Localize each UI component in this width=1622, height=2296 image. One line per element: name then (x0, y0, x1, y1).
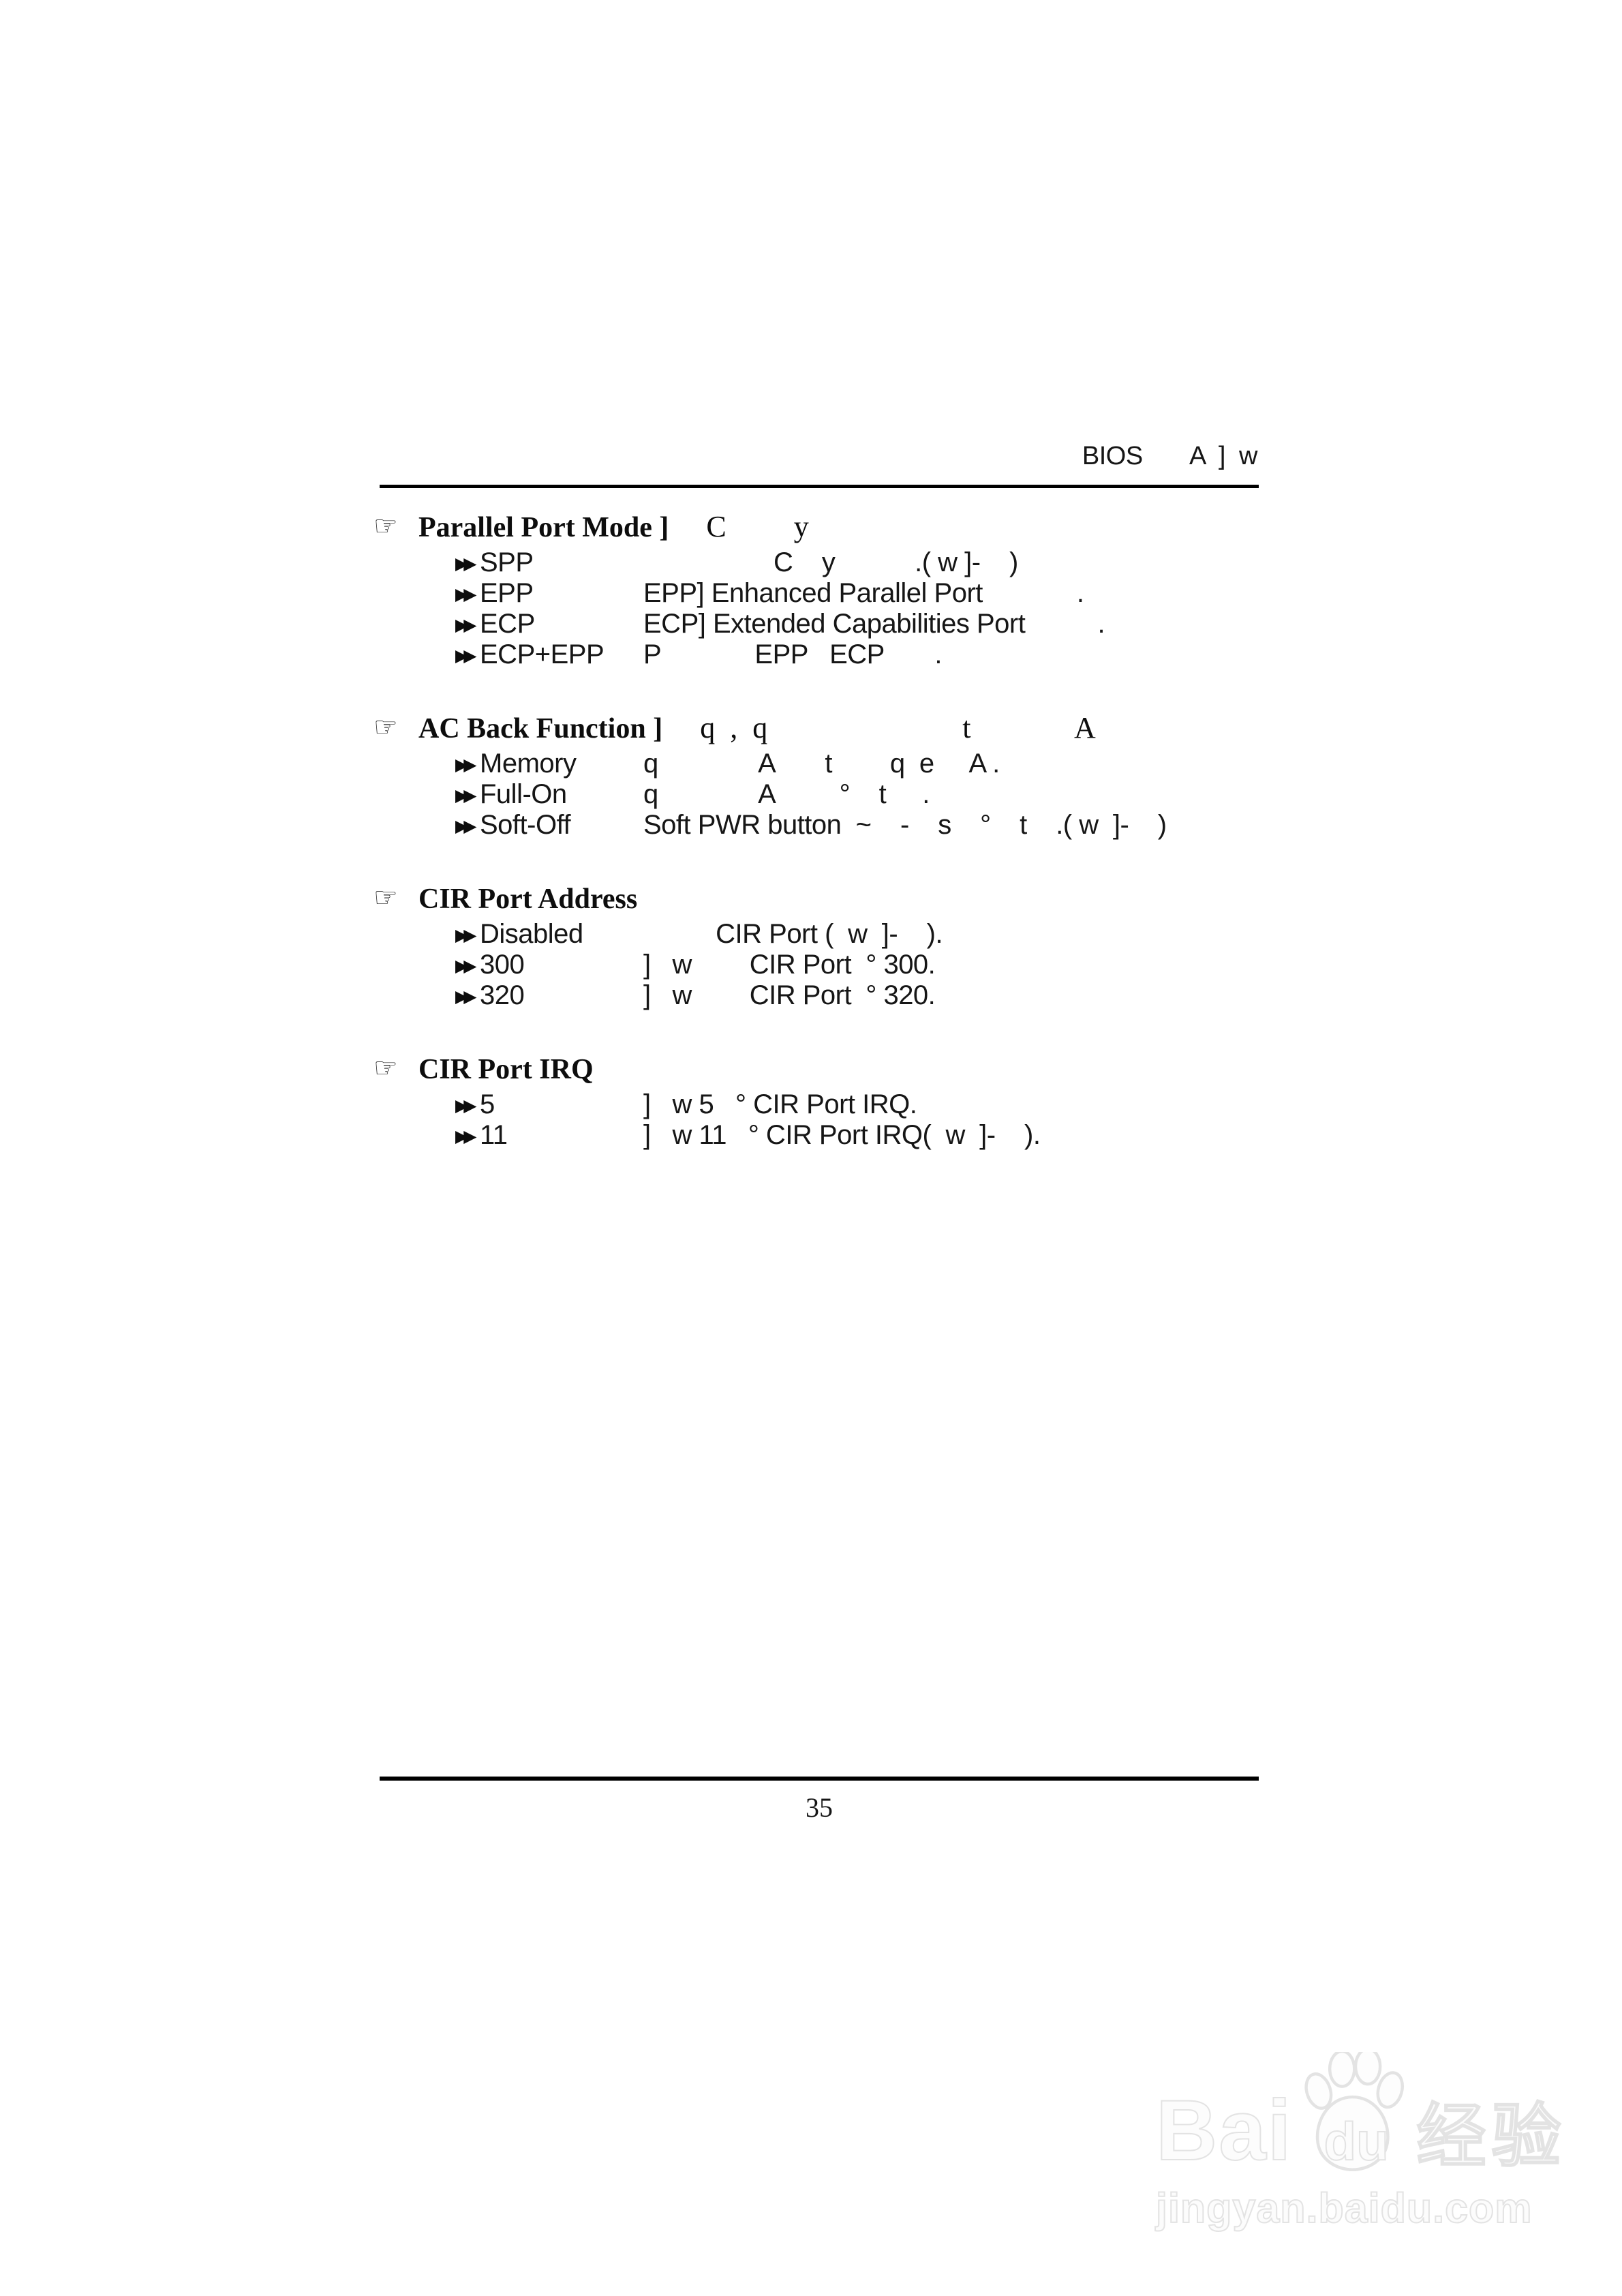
option-description: EPP] Enhanced Parallel Port . (643, 578, 1084, 608)
option-row: ▶▶ 11 ] w 11 ° CIR Port IRQ( w ]- ). (455, 1120, 1396, 1151)
section-title-row: ☞ CIR Port IRQ (373, 1049, 1396, 1089)
option-description: ] w CIR Port ° 320. (643, 980, 936, 1010)
option-row: ▶▶ SPP C y .( w ]- ) (455, 547, 1396, 578)
double-right-arrow-icon: ▶▶ (455, 584, 476, 604)
page-header-text: BIOS A ] w (1082, 442, 1258, 470)
pointing-hand-icon: ☞ (373, 882, 398, 913)
option-row: ▶▶ EPP EPP] Enhanced Parallel Port . (455, 578, 1396, 609)
double-right-arrow-icon: ▶▶ (455, 1096, 476, 1115)
option-list: ▶▶ 5 ] w 5 ° CIR Port IRQ. ▶▶ 11 ] w 11 ° CI… (455, 1089, 1396, 1151)
section-title: CIR Port Address (418, 883, 638, 915)
double-right-arrow-icon: ▶▶ (455, 755, 476, 774)
settings-section: ☞ AC Back Function ] q , q t A ▶▶ Memory q … (373, 708, 1396, 841)
baidu-logo-du-text: du (1323, 2111, 1390, 2171)
header-rule (380, 485, 1259, 488)
option-label: ECP (480, 609, 535, 639)
option-row: ▶▶ Disabled CIR Port ( w ]- ). (455, 919, 1396, 950)
option-label: EPP (480, 578, 534, 608)
option-list: ▶▶ SPP C y .( w ]- ) ▶▶ EPP EPP] Enhanced P… (455, 547, 1396, 670)
baidu-watermark: Bai du 经验 jingyan.baidu.com (1155, 2049, 1592, 2232)
section-title-remnant: q , q t A (662, 711, 1096, 744)
pointing-hand-icon: ☞ (373, 1053, 398, 1084)
option-label: ECP+EPP (480, 639, 605, 669)
option-row: ▶▶ 5 ] w 5 ° CIR Port IRQ. (455, 1089, 1396, 1120)
option-row: ▶▶ 300 ] w CIR Port ° 300. (455, 950, 1396, 980)
option-row: ▶▶ Memory q A t q e A . (455, 749, 1396, 779)
option-label: Full-On (480, 779, 567, 809)
option-row: ▶▶ ECP ECP] Extended Capabilities Port . (455, 609, 1396, 639)
pointing-hand-icon: ☞ (373, 511, 398, 542)
section-title-remnant: C y (669, 510, 809, 543)
double-right-arrow-icon: ▶▶ (455, 925, 476, 945)
option-label: 300 (480, 950, 525, 980)
option-list: ▶▶ Disabled CIR Port ( w ]- ). ▶▶ 300] w C… (455, 919, 1396, 1011)
double-right-arrow-icon: ▶▶ (455, 986, 476, 1006)
section-title: Parallel Port Mode ] (418, 512, 669, 543)
baidu-jingyan-cn-text: 经验 (1416, 2096, 1567, 2177)
option-description: ECP] Extended Capabilities Port . (643, 609, 1105, 639)
footer-rule (380, 1777, 1259, 1781)
option-label: Disabled (480, 919, 583, 949)
baidu-logo-bai-text: Bai (1155, 2083, 1293, 2178)
option-description: P EPP ECP . (643, 639, 943, 669)
option-row: ▶▶ Full-On q A ° t . (455, 779, 1396, 810)
baidu-watermark-domain: jingyan.baidu.com (1155, 2184, 1533, 2232)
option-label: Soft-Off (480, 810, 571, 840)
double-right-arrow-icon: ▶▶ (455, 816, 476, 836)
option-label: 11 (480, 1120, 508, 1150)
settings-section: ☞ Parallel Port Mode ] C y ▶▶ SPP C y .( w… (373, 507, 1396, 670)
double-right-arrow-icon: ▶▶ (455, 1126, 476, 1146)
option-description: ] w 5 ° CIR Port IRQ. (643, 1089, 917, 1119)
option-label: 320 (480, 980, 525, 1010)
section-title: AC Back Function ] (418, 713, 663, 744)
baidu-logo: Bai du 经验 (1155, 2049, 1592, 2178)
option-description: ] w 11 ° CIR Port IRQ( w ]- ). (643, 1120, 1041, 1150)
option-row: ▶▶ 320 ] w CIR Port ° 320. (455, 980, 1396, 1011)
option-row: ▶▶ Soft-Off Soft PWR button ~ - s ° t .( w… (455, 810, 1396, 841)
double-right-arrow-icon: ▶▶ (455, 956, 476, 976)
option-description: ] w CIR Port ° 300. (643, 950, 936, 980)
settings-section: ☞ CIR Port IRQ ▶▶ 5 ] w 5 ° CIR Port IRQ. ▶… (373, 1049, 1396, 1151)
double-right-arrow-icon: ▶▶ (455, 646, 476, 665)
section-title-row: ☞ Parallel Port Mode ] C y (373, 507, 1396, 547)
option-list: ▶▶ Memory q A t q e A . ▶▶ Full-On q A ° t .… (455, 749, 1396, 841)
section-title-row: ☞ CIR Port Address (373, 879, 1396, 919)
option-description: Soft PWR button ~ - s ° t .( w ]- ) (643, 810, 1167, 840)
settings-section: ☞ CIR Port Address ▶▶ Disabled CIR Port ( … (373, 879, 1396, 1011)
option-label: Memory (480, 749, 577, 779)
option-label: 5 (480, 1089, 495, 1119)
baidu-paw-icon: du (1293, 2052, 1410, 2176)
section-title: CIR Port IRQ (418, 1054, 594, 1085)
pointing-hand-icon: ☞ (373, 712, 398, 743)
option-description: q A t q e A . (643, 749, 1000, 779)
double-right-arrow-icon: ▶▶ (455, 785, 476, 805)
option-description: q A ° t . (643, 779, 930, 809)
option-description: CIR Port ( w ]- ). (643, 919, 943, 949)
option-row: ▶▶ ECP+EPP P EPP ECP . (455, 639, 1396, 670)
section-title-row: ☞ AC Back Function ] q , q t A (373, 708, 1396, 749)
page-number: 35 (806, 1792, 833, 1823)
settings-content: ☞ Parallel Port Mode ] C y ▶▶ SPP C y .( w… (373, 507, 1396, 1189)
double-right-arrow-icon: ▶▶ (455, 615, 476, 635)
option-label: SPP (480, 547, 534, 577)
double-right-arrow-icon: ▶▶ (455, 554, 476, 573)
option-description: C y .( w ]- ) (643, 547, 1018, 577)
